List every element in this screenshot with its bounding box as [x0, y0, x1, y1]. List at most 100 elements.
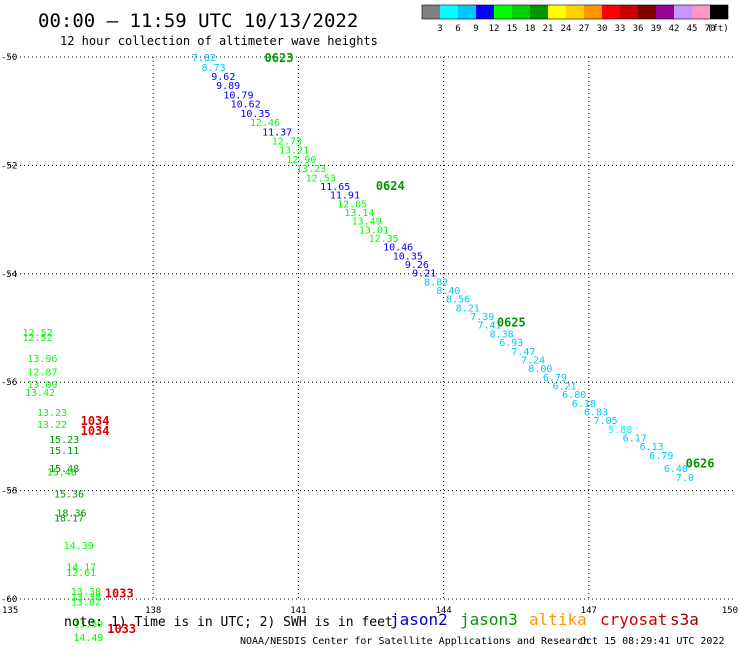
wave-height-value: 8.56 — [446, 295, 470, 306]
wave-height-value: 13.01 — [359, 225, 389, 236]
color-swatch — [566, 5, 584, 19]
color-scale-label: 27 — [579, 24, 590, 34]
y-tick-label: -54 — [1, 270, 17, 280]
wave-height-value: 9.21 — [412, 269, 436, 280]
wave-height-value: 9.62 — [211, 72, 235, 83]
color-scale-label: 12 — [489, 24, 500, 34]
color-swatch — [476, 5, 494, 19]
wave-height-value: 6.21 — [553, 381, 577, 392]
legend-jason2: jason2 — [390, 610, 448, 629]
color-swatch — [494, 5, 512, 19]
wave-height-value: 9.89 — [216, 81, 240, 92]
wave-height-value: 14.17 — [66, 562, 96, 573]
legend-jason3: jason3 — [460, 610, 518, 629]
legend-altika: altika — [529, 610, 587, 629]
color-scale-bar: 3 6 9 12 15 18 21 24 27 30 33 36 39 42 45 70 — [421, 4, 729, 34]
wave-height-value: 15.36 — [54, 489, 84, 500]
pass-time-label: 1033 — [105, 587, 134, 601]
y-tick-label: -56 — [1, 378, 17, 388]
wave-height-value: 13.09 — [27, 380, 57, 391]
legend-cryosat: cryosat — [600, 610, 667, 629]
wave-height-value: 13.96 — [27, 354, 57, 365]
wave-height-value: 15.11 — [49, 446, 79, 457]
color-swatch — [422, 5, 440, 19]
x-tick-label: 141 — [290, 606, 306, 616]
wave-height-value: 11.37 — [262, 127, 292, 138]
color-scale-label: 45 — [687, 24, 698, 34]
color-scale-label: 9 — [473, 24, 478, 34]
wave-height-values: 7.828.739.629.8910.7910.6210.3512.4611.3… — [23, 53, 694, 644]
color-scale-unit: (ft) — [707, 24, 729, 34]
axis-tick-labels: 135 138 141 144 147 150 -50 -52 -54 -56 -58 -60 — [1, 53, 738, 616]
wave-height-value: 15.48 — [47, 468, 77, 479]
wave-height-value: 12.87 — [27, 367, 57, 378]
wave-height-value: 10.79 — [223, 90, 253, 101]
wave-height-value: 14.49 — [73, 633, 103, 644]
wave-height-value: 12.52 — [23, 333, 53, 344]
wave-height-value: 8.40 — [436, 286, 460, 297]
wave-height-value: 7.47 — [511, 347, 535, 358]
x-tick-label: 147 — [581, 606, 597, 616]
pass-time-label: 0623 — [265, 51, 294, 65]
wave-height-value: 12.53 — [306, 173, 336, 184]
wave-height-value: 15.48 — [49, 464, 79, 475]
wave-height-value: 12.61 — [66, 568, 96, 579]
wave-height-value: 18.36 — [56, 508, 86, 519]
wave-height-value: 13.22 — [37, 420, 67, 431]
wave-height-value: 13.42 — [25, 388, 55, 399]
y-tick-label: -52 — [1, 161, 17, 171]
wave-height-value: 6.80 — [562, 390, 586, 401]
color-scale-label: 36 — [633, 24, 644, 34]
wave-height-value: 13.23 — [37, 408, 67, 419]
wave-height-value: 7.41 — [477, 321, 501, 332]
wave-height-value: 6.93 — [499, 338, 523, 349]
color-swatch — [674, 5, 692, 19]
wave-height-value: 12.35 — [369, 234, 399, 245]
pass-time-label: 1034 — [81, 424, 110, 438]
color-scale-label: 42 — [669, 24, 680, 34]
y-tick-label: -58 — [1, 487, 17, 497]
color-scale-label: 39 — [651, 24, 662, 34]
wave-height-value: 13.59 — [73, 619, 103, 630]
x-tick-label: 144 — [435, 606, 451, 616]
wave-height-value: 10.46 — [383, 243, 413, 254]
wave-height-value: 13.21 — [279, 146, 309, 157]
wave-height-value: 7.82 — [192, 53, 216, 64]
color-scale-label: 15 — [507, 24, 518, 34]
footer-note: note: 1) Time is in UTC; 2) SWH is in fe… — [64, 615, 393, 630]
color-scale-label: 30 — [597, 24, 608, 34]
wave-height-value: 12.05 — [337, 199, 367, 210]
satellite-legend: jason2 jason3 altika cryosat s3a — [390, 610, 699, 629]
wave-height-value: 10.35 — [240, 109, 270, 120]
wave-height-value: 8.73 — [202, 63, 226, 74]
color-swatch — [602, 5, 620, 19]
color-swatch — [710, 5, 728, 19]
color-scale-label: 3 — [437, 24, 442, 34]
wave-height-value: 6.13 — [640, 442, 664, 453]
legend-s3a: s3a — [670, 610, 699, 629]
color-scale-label: 21 — [543, 24, 554, 34]
footer-credit: NOAA/NESDIS Center for Satellite Applica… — [240, 636, 589, 647]
color-swatch — [620, 5, 638, 19]
color-swatch — [458, 5, 476, 19]
chart-title: 00:00 – 11:59 UTC 10/13/2022 — [38, 10, 358, 32]
wave-height-value: 6.79 — [543, 373, 567, 384]
wave-height-value: 18.17 — [54, 514, 84, 525]
color-swatch — [584, 5, 602, 19]
grid-lines — [8, 56, 734, 600]
wave-height-value: 12.52 — [23, 328, 53, 339]
wave-height-value: 13.49 — [352, 217, 382, 228]
color-scale-label: 6 — [455, 24, 460, 34]
color-swatch — [440, 5, 458, 19]
wave-height-value: 8.21 — [456, 303, 480, 314]
pass-time-label: 1033 — [107, 622, 136, 636]
wave-height-value: 15.23 — [49, 435, 79, 446]
wave-height-value: 13.02 — [71, 598, 101, 609]
wave-height-value: 7.39 — [470, 312, 494, 323]
x-tick-label: 135 — [2, 606, 18, 616]
wave-height-value: 8.82 — [424, 277, 448, 288]
wave-height-value: 8.00 — [528, 364, 552, 375]
